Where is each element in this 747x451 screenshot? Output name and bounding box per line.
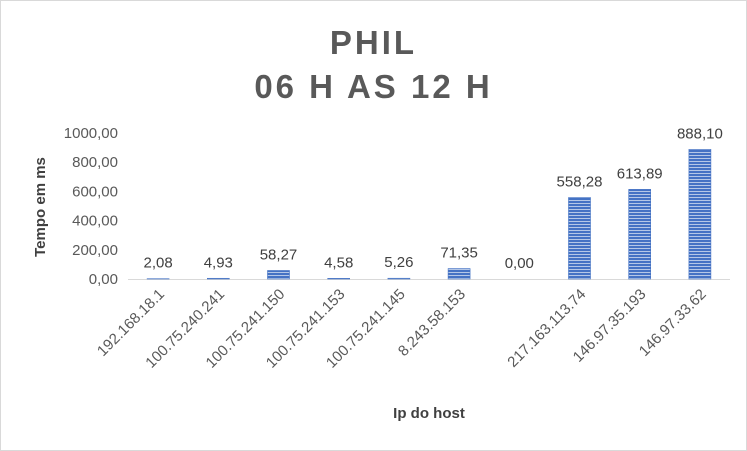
bar bbox=[628, 189, 652, 280]
bar bbox=[327, 278, 351, 280]
data-label: 58,27 bbox=[260, 246, 298, 263]
bar bbox=[447, 268, 471, 280]
data-label: 2,08 bbox=[143, 255, 172, 272]
bar bbox=[387, 277, 411, 280]
y-tick-label: 0,00 bbox=[89, 271, 118, 288]
data-label: 888,10 bbox=[677, 125, 723, 142]
y-tick-label: 600,00 bbox=[72, 183, 118, 200]
data-label: 4,58 bbox=[324, 254, 353, 271]
chart-title-line-1: PHIL bbox=[329, 24, 418, 61]
data-label: 5,26 bbox=[384, 254, 413, 271]
y-tick-label: 200,00 bbox=[72, 242, 118, 259]
bar bbox=[568, 197, 591, 280]
y-axis-label: Tempo em ms bbox=[32, 157, 49, 257]
bar bbox=[267, 270, 290, 280]
data-label: 613,89 bbox=[617, 165, 663, 182]
data-label: 4,93 bbox=[204, 254, 233, 271]
bar bbox=[207, 277, 230, 280]
y-tick-label: 400,00 bbox=[72, 213, 118, 230]
data-label: 71,35 bbox=[440, 245, 478, 262]
y-tick-label: 1000,00 bbox=[64, 125, 118, 142]
chart-title-line-2: 06 H AS 12 H bbox=[254, 68, 493, 105]
x-axis-label: Ip do host bbox=[393, 405, 465, 422]
data-label: 558,28 bbox=[557, 173, 603, 190]
y-tick-label: 800,00 bbox=[72, 154, 118, 171]
data-label: 0,00 bbox=[505, 255, 534, 272]
bar bbox=[688, 149, 712, 280]
